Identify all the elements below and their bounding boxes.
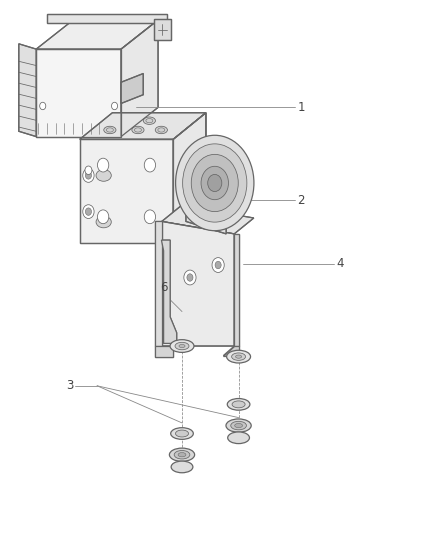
Ellipse shape <box>178 453 186 457</box>
Ellipse shape <box>171 461 193 473</box>
Circle shape <box>183 144 247 222</box>
Polygon shape <box>19 44 36 136</box>
Circle shape <box>98 210 109 224</box>
Circle shape <box>40 102 46 110</box>
Ellipse shape <box>174 450 190 459</box>
Ellipse shape <box>96 216 111 228</box>
Circle shape <box>112 102 117 110</box>
Circle shape <box>212 257 224 272</box>
Ellipse shape <box>176 430 188 437</box>
Ellipse shape <box>155 126 167 134</box>
Polygon shape <box>80 139 173 243</box>
Ellipse shape <box>143 117 155 124</box>
Ellipse shape <box>227 399 250 410</box>
Ellipse shape <box>104 126 116 134</box>
Ellipse shape <box>132 126 144 134</box>
Polygon shape <box>121 74 143 103</box>
Polygon shape <box>223 346 240 356</box>
Ellipse shape <box>175 342 189 350</box>
Circle shape <box>201 166 229 200</box>
Circle shape <box>144 158 155 172</box>
Text: 3: 3 <box>66 379 73 392</box>
Polygon shape <box>186 200 226 234</box>
Circle shape <box>98 158 109 172</box>
Polygon shape <box>173 113 206 243</box>
Polygon shape <box>80 113 206 139</box>
Text: 6: 6 <box>160 281 168 294</box>
Circle shape <box>176 135 254 231</box>
Ellipse shape <box>96 169 111 181</box>
Circle shape <box>144 210 155 224</box>
Polygon shape <box>47 13 167 22</box>
Polygon shape <box>155 221 162 346</box>
Circle shape <box>85 172 92 179</box>
Ellipse shape <box>231 421 247 430</box>
Circle shape <box>187 274 193 281</box>
Polygon shape <box>154 19 171 41</box>
Circle shape <box>83 205 94 219</box>
Polygon shape <box>162 221 234 346</box>
Polygon shape <box>36 20 158 49</box>
Polygon shape <box>162 240 177 343</box>
Ellipse shape <box>170 340 194 352</box>
Ellipse shape <box>232 401 245 408</box>
Ellipse shape <box>226 350 251 363</box>
Polygon shape <box>121 20 158 136</box>
Polygon shape <box>234 234 240 346</box>
Circle shape <box>85 166 92 174</box>
Ellipse shape <box>170 448 194 462</box>
Circle shape <box>83 168 94 182</box>
Text: 4: 4 <box>336 257 344 270</box>
Ellipse shape <box>236 355 242 358</box>
Polygon shape <box>162 206 254 234</box>
Circle shape <box>191 155 238 212</box>
Ellipse shape <box>171 427 193 439</box>
Ellipse shape <box>226 419 251 432</box>
Circle shape <box>215 261 221 269</box>
Circle shape <box>208 174 222 191</box>
Ellipse shape <box>232 353 246 360</box>
Ellipse shape <box>235 423 243 427</box>
Circle shape <box>85 208 92 215</box>
Ellipse shape <box>179 344 185 348</box>
Ellipse shape <box>228 432 250 443</box>
Circle shape <box>184 270 196 285</box>
Text: 2: 2 <box>297 193 305 207</box>
Polygon shape <box>36 49 121 136</box>
Text: 1: 1 <box>297 101 305 114</box>
Polygon shape <box>155 346 173 357</box>
